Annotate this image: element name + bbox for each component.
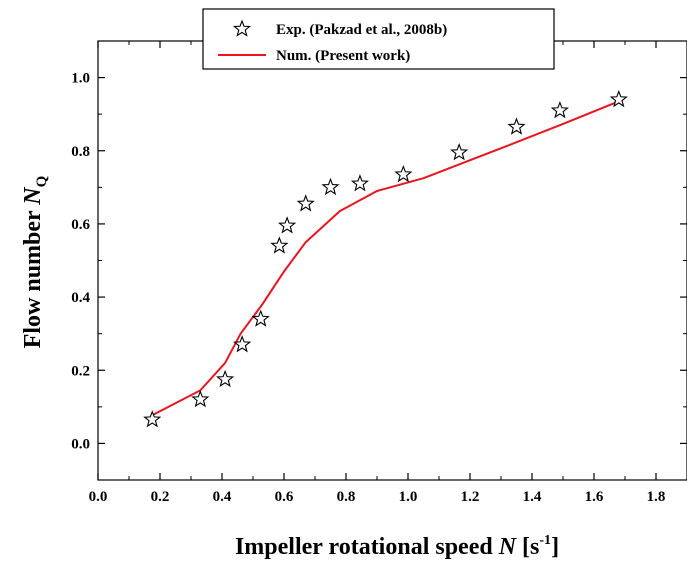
- y-axis-title: Flow number NQ: [20, 175, 50, 348]
- legend-star-marker: [232, 19, 252, 37]
- data-point-star: [394, 164, 413, 183]
- data-point-star: [143, 410, 162, 428]
- data-point-star: [550, 100, 569, 119]
- data-point-star: [278, 216, 297, 234]
- legend-label-exp: Exp. (Pakzad et al., 2008b): [276, 22, 447, 38]
- x-tick-label: 1.2: [461, 489, 480, 505]
- data-point-star: [233, 335, 252, 353]
- series-line-num: [150, 100, 620, 417]
- data-point-star: [216, 369, 235, 388]
- line-series: [150, 100, 620, 417]
- data-point-star: [321, 177, 340, 196]
- x-tick-label: 1.6: [585, 489, 604, 505]
- data-point-star: [191, 389, 210, 408]
- plot-area: [97, 40, 687, 481]
- legend-label-num: Num. (Present work): [276, 48, 410, 64]
- data-point-star: [296, 194, 315, 212]
- data-point-star: [609, 89, 628, 108]
- scatter-series: [143, 89, 628, 428]
- x-tick-label: 0.6: [275, 489, 294, 505]
- y-tick-label: 1.0: [71, 71, 90, 87]
- y-tick-label: 0.0: [71, 436, 90, 452]
- x-tick-label: 1.8: [647, 489, 666, 505]
- data-point-star: [270, 236, 289, 254]
- y-tick-label: 0.2: [71, 363, 90, 379]
- legend: Exp. (Pakzad et al., 2008b) Num. (Presen…: [202, 8, 555, 70]
- x-tick-label: 0.8: [337, 489, 356, 505]
- data-point-star: [350, 174, 370, 192]
- data-point-star: [450, 143, 469, 161]
- y-axis-ticks: 0.0 0.2 0.4 0.6 0.8 1.0: [71, 40, 687, 481]
- x-tick-label: 1.0: [399, 489, 418, 505]
- legend-box: [202, 8, 555, 70]
- x-tick-label: 0.0: [89, 489, 108, 505]
- x-tick-label: 0.4: [213, 489, 232, 505]
- y-tick-label: 0.8: [71, 144, 90, 160]
- x-tick-label: 1.4: [523, 489, 542, 505]
- x-axis-ticks: 0.0 0.2 0.4 0.6 0.8 1.0 1.2 1.4 1.6 1.8: [89, 41, 666, 505]
- y-tick-label: 0.4: [71, 290, 90, 306]
- data-point-star: [507, 117, 526, 135]
- data-point-star: [251, 309, 270, 327]
- x-axis-title: Impeller rotational speed N [s-1]: [235, 533, 559, 560]
- y-tick-label: 0.6: [71, 217, 90, 233]
- x-tick-label: 0.2: [151, 489, 170, 505]
- legend-star: [232, 19, 252, 37]
